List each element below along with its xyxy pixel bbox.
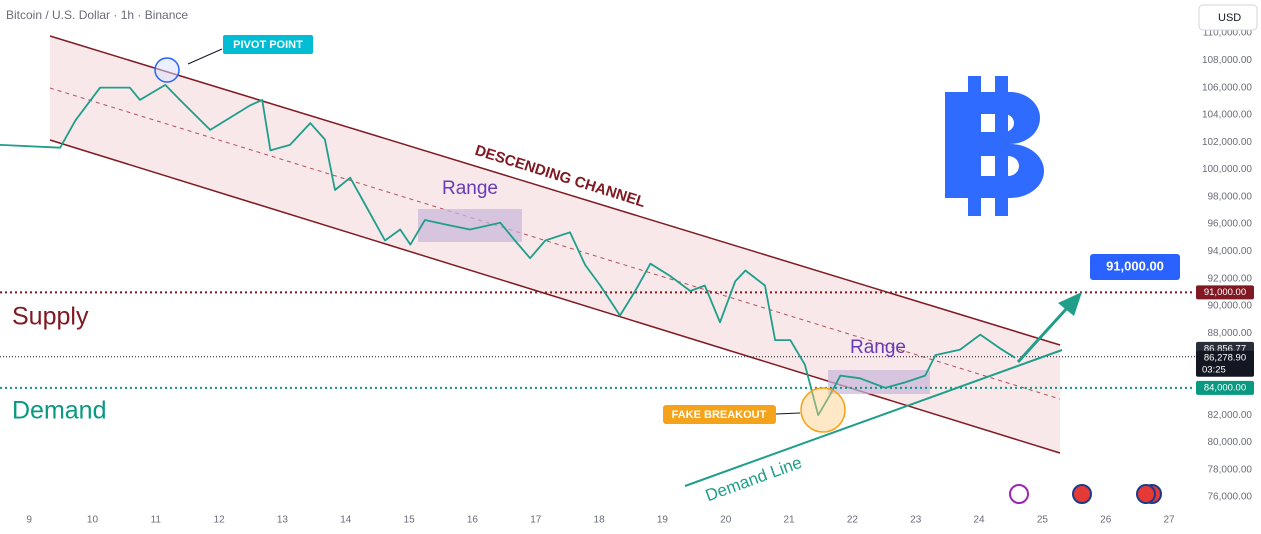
breakout-tag [663,405,776,424]
channel-mid [49,87,1061,400]
level-tag-label: 84,000.00 [1204,382,1246,393]
target-label: 91,000.00 [1106,258,1164,273]
countdown: 03:25 [1202,364,1226,375]
y-tick-label: 102,000.00 [1202,137,1252,148]
pivot-label: PIVOT POINT [233,39,303,51]
range-label: Range [850,337,906,358]
high-tag-label: 86,856.77 [1204,343,1246,354]
x-tick-label: 11 [151,515,162,526]
last-price-tag [1196,350,1254,377]
price-axis [1195,0,1261,534]
target-tag [1090,254,1180,280]
last-price-label: 86,278.90 [1204,352,1246,363]
demand-label: Demand [12,397,107,425]
breakout-connector [775,412,801,415]
x-tick-label: 10 [87,515,99,526]
pivot-connector [187,48,223,65]
x-tick-label: 18 [594,515,606,526]
y-tick-label: 92,000.00 [1208,273,1253,284]
x-tick-label: 26 [1100,515,1112,526]
y-tick-label: 94,000.00 [1208,246,1253,257]
x-tick-label: 16 [467,515,479,526]
x-tick-label: 9 [26,515,32,526]
x-tick-label: 20 [720,515,732,526]
event-flag[interactable] [1072,484,1092,504]
range-box [828,370,930,394]
channel-lower [49,139,1061,454]
level-tag [1196,285,1254,300]
range-label: Range [442,178,498,199]
chart-title: Bitcoin / U.S. Dollar · 1h · Binance [6,8,188,22]
y-tick-label: 78,000.00 [1208,464,1253,475]
arrow [1016,305,1070,364]
x-tick-label: 14 [340,515,352,526]
currency-label[interactable]: USD [1218,12,1241,24]
arrow-head [1058,292,1082,316]
y-tick-label: 100,000.00 [1202,164,1252,175]
event-flag[interactable] [1136,484,1156,504]
axes: 76,000.00 78,000.00 80,000.00 82,000.00 84,0… [26,28,1254,526]
pivot-tag [223,35,313,54]
currency-button[interactable] [1198,4,1258,31]
y-tick-label: 110,000.00 [1203,28,1253,39]
x-tick-label: 25 [1037,515,1049,526]
range-box [418,209,522,242]
y-tick-label: 76,000.00 [1208,492,1253,503]
channel-upper [49,35,1061,346]
pivot-circle [154,57,180,83]
y-tick-label: 96,000.00 [1208,219,1253,230]
x-tick-label: 27 [1163,515,1175,526]
y-tick-label: 108,000.00 [1202,55,1252,66]
x-tick-label: 22 [847,515,859,526]
x-tick-label: 12 [214,515,226,526]
x-tick-label: 17 [530,515,542,526]
y-tick-label: 104,000.00 [1202,110,1252,121]
price-line [0,84,1016,417]
level-tag-label: 91,000.00 [1204,287,1246,298]
y-tick-label: 106,000.00 [1202,82,1252,93]
y-tick-label: 88,000.00 [1208,328,1253,339]
x-tick-label: 15 [404,515,416,526]
x-tick-label: 13 [277,515,289,526]
bitcoin-logo [945,76,1044,216]
x-tick-label: 24 [973,515,985,526]
plot [0,84,1195,417]
x-tick-label: 21 [784,515,796,526]
x-tick-label: 23 [910,515,922,526]
supply-label: Supply [12,303,89,331]
x-tick-label: 19 [657,515,669,526]
y-tick-label: 90,000.00 [1208,301,1253,312]
level-tag [1196,380,1254,395]
y-tick-label: 82,000.00 [1208,410,1253,421]
breakout-label: FAKE BREAKOUT [672,409,767,421]
breakout-circle [800,387,846,433]
drawings [49,35,1061,454]
event-icon[interactable] [1009,484,1029,504]
y-tick-label: 98,000.00 [1208,191,1253,202]
y-tick-label: 80,000.00 [1208,437,1253,448]
channel-fill [50,36,1060,453]
demand-line [684,349,1063,487]
